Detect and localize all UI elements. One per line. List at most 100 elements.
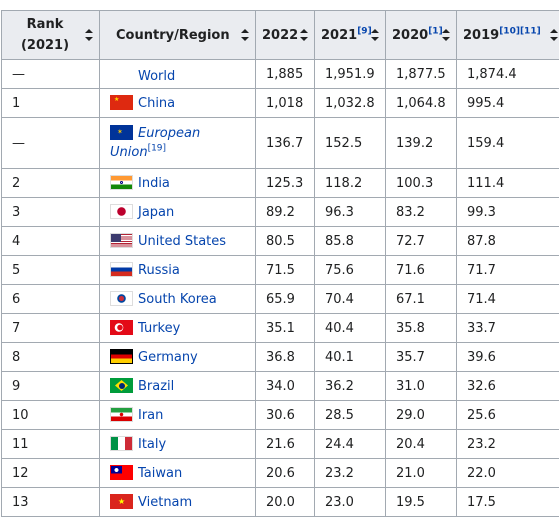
vietnam-flag-icon: ★ — [110, 494, 133, 509]
rank-cell: 1 — [1, 88, 100, 118]
reference-link[interactable]: [9] — [357, 26, 372, 37]
rank-column-header[interactable]: Rank (2021) — [1, 10, 100, 60]
table-row: 7 Turkey 35.1 40.4 35.8 33.7 — [1, 313, 559, 343]
country-header-label: Country/Region — [116, 27, 230, 43]
value-2020-cell: 20.4 — [385, 429, 457, 459]
value-2020-cell: 19.5 — [385, 487, 457, 517]
country-link-vietnam[interactable]: Vietnam — [138, 495, 193, 510]
reference-link[interactable]: [10][11] — [499, 26, 541, 37]
table-row: 5 Russia 71.5 75.6 71.6 71.7 — [1, 255, 559, 285]
table-row: 3 Japan 89.2 96.3 83.2 99.3 — [1, 197, 559, 227]
sort-arrows-icon[interactable] — [442, 29, 450, 41]
value-2022-cell: 65.9 — [255, 284, 315, 314]
year-2020-label: 2020 — [392, 27, 429, 43]
country-cell: Turkey — [99, 313, 256, 343]
value-2020-cell: 29.0 — [385, 400, 457, 430]
year-2021-label: 2021 — [321, 27, 358, 43]
year-2019-label: 2019 — [463, 27, 500, 43]
country-link-south-korea[interactable]: South Korea — [138, 292, 217, 307]
sort-arrows-icon[interactable] — [241, 29, 249, 41]
value-2020-cell: 31.0 — [385, 371, 457, 401]
table-row: 4 United States 80.5 85.8 72.7 87.8 — [1, 226, 559, 256]
country-cell: Russia — [99, 255, 256, 285]
table-row: 10 Iran 30.6 28.5 29.0 25.6 — [1, 400, 559, 430]
value-2020-cell: 83.2 — [385, 197, 457, 227]
table-row: 12 Taiwan 20.6 23.2 21.0 22.0 — [1, 458, 559, 488]
rank-cell: 8 — [1, 342, 100, 372]
value-2021-cell: 40.4 — [314, 313, 386, 343]
sort-arrows-icon[interactable] — [85, 29, 93, 41]
year-2020-column-header[interactable]: 2020[1] — [385, 10, 457, 60]
country-cell: Italy — [99, 429, 256, 459]
country-link-united-states[interactable]: United States — [138, 234, 227, 249]
country-link-taiwan[interactable]: Taiwan — [138, 466, 183, 481]
value-2020-cell: 21.0 — [385, 458, 457, 488]
value-2019-cell: 32.6 — [456, 371, 559, 401]
brazil-flag-icon — [110, 378, 133, 393]
value-2020-cell: 1,877.5 — [385, 59, 457, 89]
value-2020-cell: 71.6 — [385, 255, 457, 285]
japan-flag-icon — [110, 204, 133, 219]
sort-arrows-icon[interactable] — [300, 29, 308, 41]
country-link-european-union[interactable]: European Union — [110, 126, 201, 160]
year-2019-column-header[interactable]: 2019[10][11] — [456, 10, 559, 60]
country-link-china[interactable]: China — [138, 96, 176, 111]
value-2022-cell: 71.5 — [255, 255, 315, 285]
table-row: 8 Germany 36.8 40.1 35.7 39.6 — [1, 342, 559, 372]
south-korea-flag-icon — [110, 291, 133, 306]
steel-production-table: Rank (2021) Country/Region 2022 2021[9] 2… — [1, 10, 559, 517]
rank-cell: 2 — [1, 168, 100, 198]
table-row: — World 1,885 1,951.9 1,877.5 1,874.4 — [1, 59, 559, 89]
turkey-flag-icon — [110, 320, 133, 335]
country-cell: ★ Vietnam — [99, 487, 256, 517]
rank-cell: 9 — [1, 371, 100, 401]
country-column-header[interactable]: Country/Region — [99, 10, 256, 60]
table-row: 11 Italy 21.6 24.4 20.4 23.2 — [1, 429, 559, 459]
country-cell: ✶ European Union[19] — [99, 117, 256, 169]
value-2021-cell: 1,032.8 — [314, 88, 386, 118]
reference-link[interactable]: [19] — [147, 143, 167, 154]
sort-arrows-icon[interactable] — [371, 29, 379, 41]
country-link-japan[interactable]: Japan — [138, 205, 175, 220]
value-2022-cell: 21.6 — [255, 429, 315, 459]
country-link-india[interactable]: India — [138, 176, 170, 191]
eu-flag-icon: ✶ — [110, 125, 133, 140]
country-cell: Brazil — [99, 371, 256, 401]
rank-cell: 4 — [1, 226, 100, 256]
value-2021-cell: 75.6 — [314, 255, 386, 285]
year-2021-column-header[interactable]: 2021[9] — [314, 10, 386, 60]
country-link-italy[interactable]: Italy — [138, 437, 167, 452]
country-cell: United States — [99, 226, 256, 256]
country-link-russia[interactable]: Russia — [138, 263, 180, 278]
india-flag-icon — [110, 175, 133, 190]
country-cell: ★ China — [99, 88, 256, 118]
rank-cell: 11 — [1, 429, 100, 459]
rank-cell: — — [1, 59, 100, 89]
reference-link[interactable]: [1] — [428, 26, 443, 37]
value-2019-cell: 71.4 — [456, 284, 559, 314]
value-2019-cell: 39.6 — [456, 342, 559, 372]
country-link-brazil[interactable]: Brazil — [138, 379, 175, 394]
country-link-germany[interactable]: Germany — [138, 350, 198, 365]
country-cell: India — [99, 168, 256, 198]
country-cell: Taiwan — [99, 458, 256, 488]
value-2021-cell: 152.5 — [314, 117, 386, 169]
rank-cell: 10 — [1, 400, 100, 430]
country-link-iran[interactable]: Iran — [138, 408, 164, 423]
year-2022-column-header[interactable]: 2022 — [255, 10, 315, 60]
value-2022-cell: 36.8 — [255, 342, 315, 372]
value-2022-cell: 1,885 — [255, 59, 315, 89]
value-2021-cell: 28.5 — [314, 400, 386, 430]
value-2022-cell: 80.5 — [255, 226, 315, 256]
sort-arrows-icon[interactable] — [550, 29, 558, 41]
value-2020-cell: 1,064.8 — [385, 88, 457, 118]
country-link-world[interactable]: World — [138, 68, 176, 84]
table-row: — ✶ European Union[19] 136.7 152.5 139.2 … — [1, 117, 559, 169]
value-2021-cell: 85.8 — [314, 226, 386, 256]
value-2022-cell: 89.2 — [255, 197, 315, 227]
country-link-turkey[interactable]: Turkey — [138, 321, 181, 336]
value-2021-cell: 118.2 — [314, 168, 386, 198]
rank-cell: — — [1, 117, 100, 169]
rank-cell: 6 — [1, 284, 100, 314]
country-cell: Iran — [99, 400, 256, 430]
